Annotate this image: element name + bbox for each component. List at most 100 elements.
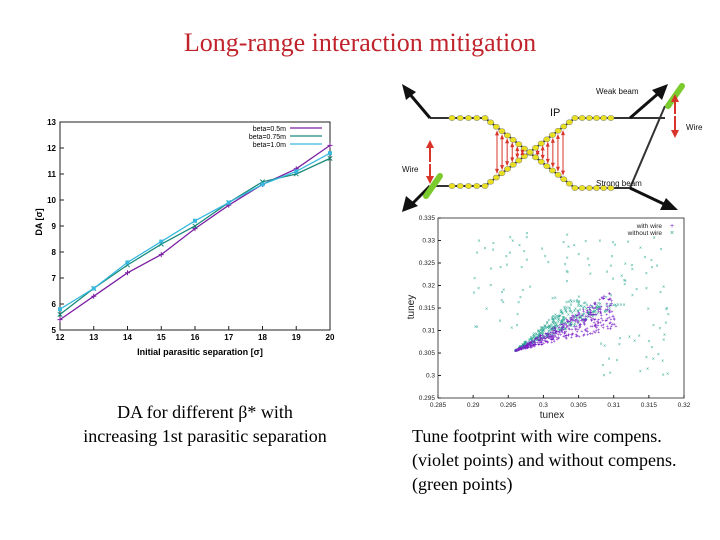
without-wire-point: × [525,235,528,241]
with-wire-point: + [568,327,571,333]
without-wire-point: × [573,322,576,328]
with-wire-point: + [592,307,595,313]
with-wire-point: + [527,342,530,348]
data-point [193,218,197,223]
with-wire-point: + [515,348,518,354]
arrow-up-right-icon [629,84,668,120]
without-wire-point: × [552,320,555,326]
without-wire-point: × [523,342,526,348]
beam-bunch [560,176,568,183]
without-wire-point: × [598,238,601,244]
with-wire-point: + [579,322,582,328]
with-wire-point: + [557,336,560,342]
without-wire-point: × [560,309,563,315]
without-wire-point: × [539,331,542,337]
without-wire-point: × [566,270,569,276]
without-wire-point: × [537,338,540,344]
without-wire-point: × [550,322,553,328]
beam-bunch [578,115,586,121]
with-wire-point: + [518,347,521,353]
with-wire-point: + [526,345,529,351]
with-wire-point: + [550,340,553,346]
with-wire-point: + [562,334,565,340]
without-wire-point: × [666,306,669,312]
beam-bunch [456,115,464,121]
y-tick-label: 5 [52,326,57,335]
legend-label: beta=1.0m [253,142,286,149]
without-wire-point: × [550,328,553,334]
without-wire-point: × [560,321,563,327]
without-wire-point: × [579,316,582,322]
without-wire-point: × [554,324,557,330]
without-wire-point: × [523,343,526,349]
without-wire-point: × [523,343,526,349]
strong-beam-label: Strong beam [596,179,642,188]
without-wire-point: × [545,334,548,340]
without-wire-point: × [659,247,662,253]
without-wire-point: × [605,309,608,315]
with-wire-point: + [529,345,532,351]
with-wire-point: + [545,332,548,338]
with-wire-point: + [526,345,529,351]
without-wire-point: × [548,324,551,330]
with-wire-point: + [540,342,543,348]
right-wire [665,83,685,138]
with-wire-point: + [554,331,557,337]
with-wire-point: + [605,313,608,319]
without-wire-point: × [520,344,523,350]
beam-bunch [585,185,593,191]
legend-label: beta=0.5m [253,126,286,133]
without-wire-point: × [523,343,526,349]
x-tick-label: 0.295 [500,402,517,409]
with-wire-point: + [530,342,533,348]
x-tick-label: 20 [326,333,335,342]
with-wire-point: + [552,336,555,342]
without-wire-point: × [565,310,568,316]
without-wire-point: × [594,308,597,314]
data-point [57,311,63,317]
x-tick-label: 0.32 [678,402,691,409]
with-wire-point: + [575,317,578,323]
with-wire-point: + [577,319,580,325]
without-wire-point: × [595,308,598,314]
with-wire-point: + [534,340,537,346]
data-point [226,200,231,205]
with-wire-point: + [518,347,521,353]
without-wire-point: × [578,308,581,314]
without-wire-point: × [522,343,525,349]
without-wire-point: × [516,348,519,354]
y-tick-label: 8 [52,248,57,257]
with-wire-point: + [608,297,611,303]
with-wire-point: + [515,348,518,354]
caption-line: increasing 1st parasitic separation [83,426,327,446]
with-wire-point: + [576,333,579,339]
with-wire-point: + [583,319,586,325]
without-wire-point: × [615,304,618,310]
with-wire-point: + [532,343,535,349]
without-wire-point: × [519,344,522,350]
without-wire-point: × [628,334,631,340]
without-wire-point: × [563,317,566,323]
beam-bunch [448,183,456,189]
without-wire-point: × [560,327,563,333]
without-wire-point: × [546,325,549,331]
without-wire-point: × [530,337,533,343]
without-wire-point: × [564,308,567,314]
with-wire-point: + [524,345,527,351]
without-wire-point: × [536,337,539,343]
without-wire-point: × [551,315,554,321]
without-wire-point: × [518,346,521,352]
with-wire-point: + [577,311,580,317]
without-wire-point: × [593,313,596,319]
with-wire-point: + [593,329,596,335]
with-wire-point: + [575,334,578,340]
without-wire-point: × [551,332,554,338]
with-wire-point: + [613,318,616,324]
with-wire-point: + [569,319,572,325]
y-tick-label: 0.32 [422,283,435,290]
without-wire-point: × [555,314,558,320]
with-wire-point: + [520,347,523,353]
with-wire-point: + [572,315,575,321]
without-wire-point: × [521,344,524,350]
beam-bunch [504,132,511,139]
